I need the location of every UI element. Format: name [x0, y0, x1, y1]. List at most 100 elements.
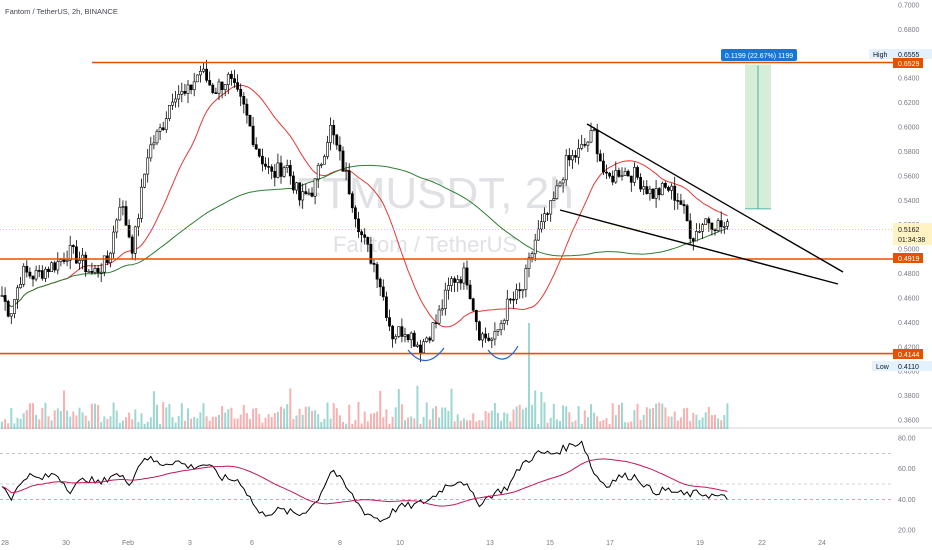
candle-body — [208, 80, 212, 86]
candle-body — [673, 185, 677, 201]
volume-bar — [143, 423, 146, 429]
time-axis[interactable]: 28 30 Feb 3 6 8 10 13 15 17 19 22 24 — [1, 540, 826, 547]
volume-bar — [267, 414, 270, 429]
candle-body — [146, 157, 150, 175]
candle-body — [37, 270, 41, 272]
candle-body — [205, 68, 209, 81]
volume-bar — [376, 411, 379, 429]
candle-body — [580, 144, 584, 149]
candle-body — [415, 344, 419, 347]
volume-bar — [283, 408, 286, 429]
volume-bar — [543, 402, 546, 429]
price-tick-label: 0.5800 — [898, 149, 920, 156]
rsi-tick-label: 60.00 — [898, 466, 916, 473]
volume-bar — [276, 411, 279, 429]
volume-bar — [431, 408, 434, 429]
candle-body — [313, 178, 317, 197]
volume-bar — [56, 408, 59, 429]
volume-bar — [652, 407, 654, 429]
level-tag-mid-support — [893, 253, 923, 263]
volume-bar — [326, 402, 329, 429]
volume-bar — [304, 406, 307, 429]
volume-bar — [546, 422, 549, 429]
candle-body — [267, 166, 271, 168]
candle-body — [291, 175, 295, 191]
time-tick-label: 30 — [62, 540, 70, 547]
candle-body — [353, 207, 357, 220]
candle-body — [577, 148, 581, 158]
candle-body — [350, 193, 354, 209]
candle-body — [199, 71, 202, 76]
candle-body — [428, 337, 432, 341]
volume-bar — [531, 404, 534, 429]
candle-body — [47, 268, 50, 273]
volume-bar — [701, 417, 704, 429]
volume-bar — [472, 413, 475, 429]
volume-bar — [720, 420, 723, 429]
horizontal-levels[interactable] — [0, 61, 893, 355]
candle-body — [75, 246, 78, 264]
volume-bar — [373, 413, 375, 429]
candle-body — [667, 187, 670, 191]
volume-bar — [292, 418, 295, 429]
ma-slow-line — [1, 164, 728, 308]
candle-body — [71, 245, 75, 248]
candle-body — [710, 222, 714, 230]
volume-bar — [664, 407, 667, 429]
candle-body — [19, 284, 23, 289]
volume-bar — [466, 420, 468, 429]
candle-body — [484, 333, 488, 339]
candle-body — [422, 341, 426, 353]
candle-body — [372, 263, 376, 265]
low-label: Low — [876, 364, 890, 371]
volume-bar — [128, 412, 131, 429]
candle-body — [375, 264, 379, 280]
volume-bar — [329, 418, 332, 429]
volume-bar — [400, 404, 403, 429]
time-tick-label: 19 — [696, 540, 704, 547]
candle-body — [648, 188, 652, 194]
volume-bar — [549, 417, 552, 429]
candle-body — [406, 334, 410, 341]
volume-bar — [407, 417, 410, 429]
high-value: 0.6555 — [898, 52, 920, 59]
candle-body — [605, 171, 608, 174]
volume-bar — [345, 423, 348, 429]
volume-bar — [193, 416, 196, 429]
volume-bar — [686, 407, 689, 429]
volume-bar — [134, 409, 137, 429]
volume-bar — [596, 416, 599, 429]
candle-body — [546, 213, 550, 215]
candle-body — [536, 228, 540, 241]
volume-bar — [673, 411, 676, 429]
time-tick-label: 8 — [338, 540, 342, 547]
volume-bar — [500, 420, 503, 429]
volume-bar — [280, 406, 282, 429]
volume-bar — [648, 408, 651, 429]
candle-body — [102, 255, 106, 273]
candle-body — [43, 268, 47, 279]
price-tick-label: 0.4200 — [898, 344, 920, 351]
candle-body — [409, 332, 413, 341]
volume-bar — [621, 402, 623, 429]
candle-body — [468, 284, 472, 300]
candle-body — [564, 155, 568, 181]
candle-body — [434, 322, 438, 325]
volume-bar — [410, 416, 413, 429]
volume-bar — [208, 420, 211, 429]
time-tick-label: 6 — [250, 540, 254, 547]
candle-body — [512, 298, 515, 301]
volume-bar — [580, 423, 583, 429]
volume-bar — [177, 415, 180, 429]
candle-body — [366, 237, 370, 245]
candle-body — [518, 289, 522, 292]
candle-body — [338, 144, 342, 152]
wedge-upper-line — [586, 123, 844, 273]
volume-bar — [385, 409, 388, 429]
candle-body — [164, 118, 168, 130]
candle-body — [180, 91, 184, 95]
candle-body — [0, 295, 4, 297]
volume-bar — [354, 419, 357, 429]
drawings[interactable] — [407, 64, 844, 362]
